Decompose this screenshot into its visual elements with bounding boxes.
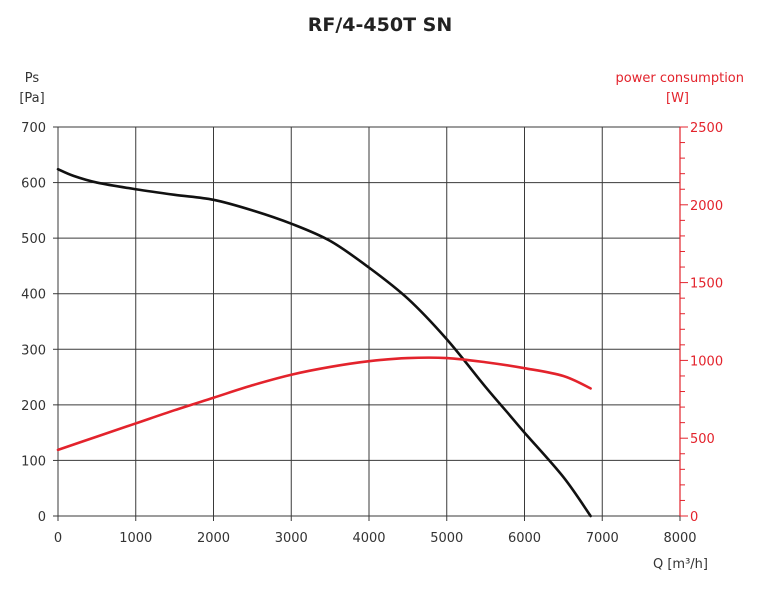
static-pressure-curve bbox=[56, 167, 592, 518]
y-right-tick-label: 500 bbox=[690, 432, 715, 447]
y-right-label-line2: [W] bbox=[666, 91, 689, 106]
y-left-tick-label: 600 bbox=[21, 177, 46, 192]
y-left-tick-label: 700 bbox=[21, 121, 46, 136]
x-tick-label: 0 bbox=[54, 531, 62, 546]
y-right-tick-label: 1500 bbox=[690, 277, 723, 292]
y-right-tick-label: 2000 bbox=[690, 199, 723, 214]
chart-title: RF/4-450T SN bbox=[308, 14, 452, 36]
y-left-label-line1: Ps bbox=[25, 71, 40, 86]
x-axis-label: Q [m³/h] bbox=[653, 557, 708, 572]
y-left-tick-label: 200 bbox=[21, 399, 46, 414]
axis-ticks: 0 1000 2000 3000 4000 5000 6000 7000 80000100200… bbox=[21, 121, 723, 546]
y-left-tick-label: 0 bbox=[38, 510, 46, 525]
y-left-tick-label: 400 bbox=[21, 288, 46, 303]
grid bbox=[53, 126, 688, 521]
x-tick-label: 8000 bbox=[663, 531, 696, 546]
y-right-tick-label: 0 bbox=[690, 510, 698, 525]
y-right-tick-label: 1000 bbox=[690, 354, 723, 369]
series bbox=[56, 167, 592, 518]
x-tick-label: 6000 bbox=[508, 531, 541, 546]
x-tick-label: 3000 bbox=[275, 531, 308, 546]
x-tick-label: 7000 bbox=[586, 531, 619, 546]
x-tick-label: 2000 bbox=[197, 531, 230, 546]
y-left-tick-label: 100 bbox=[21, 454, 46, 469]
y-left-tick-label: 300 bbox=[21, 343, 46, 358]
y-left-label-line2: [Pa] bbox=[19, 91, 44, 106]
power-consumption-curve bbox=[56, 356, 592, 452]
y-left-tick-label: 500 bbox=[21, 232, 46, 247]
x-tick-label: 5000 bbox=[430, 531, 463, 546]
y-right-label-line1: power consumption bbox=[616, 71, 744, 86]
x-tick-label: 4000 bbox=[352, 531, 385, 546]
x-tick-label: 1000 bbox=[119, 531, 152, 546]
y-right-tick-label: 2500 bbox=[690, 121, 723, 136]
